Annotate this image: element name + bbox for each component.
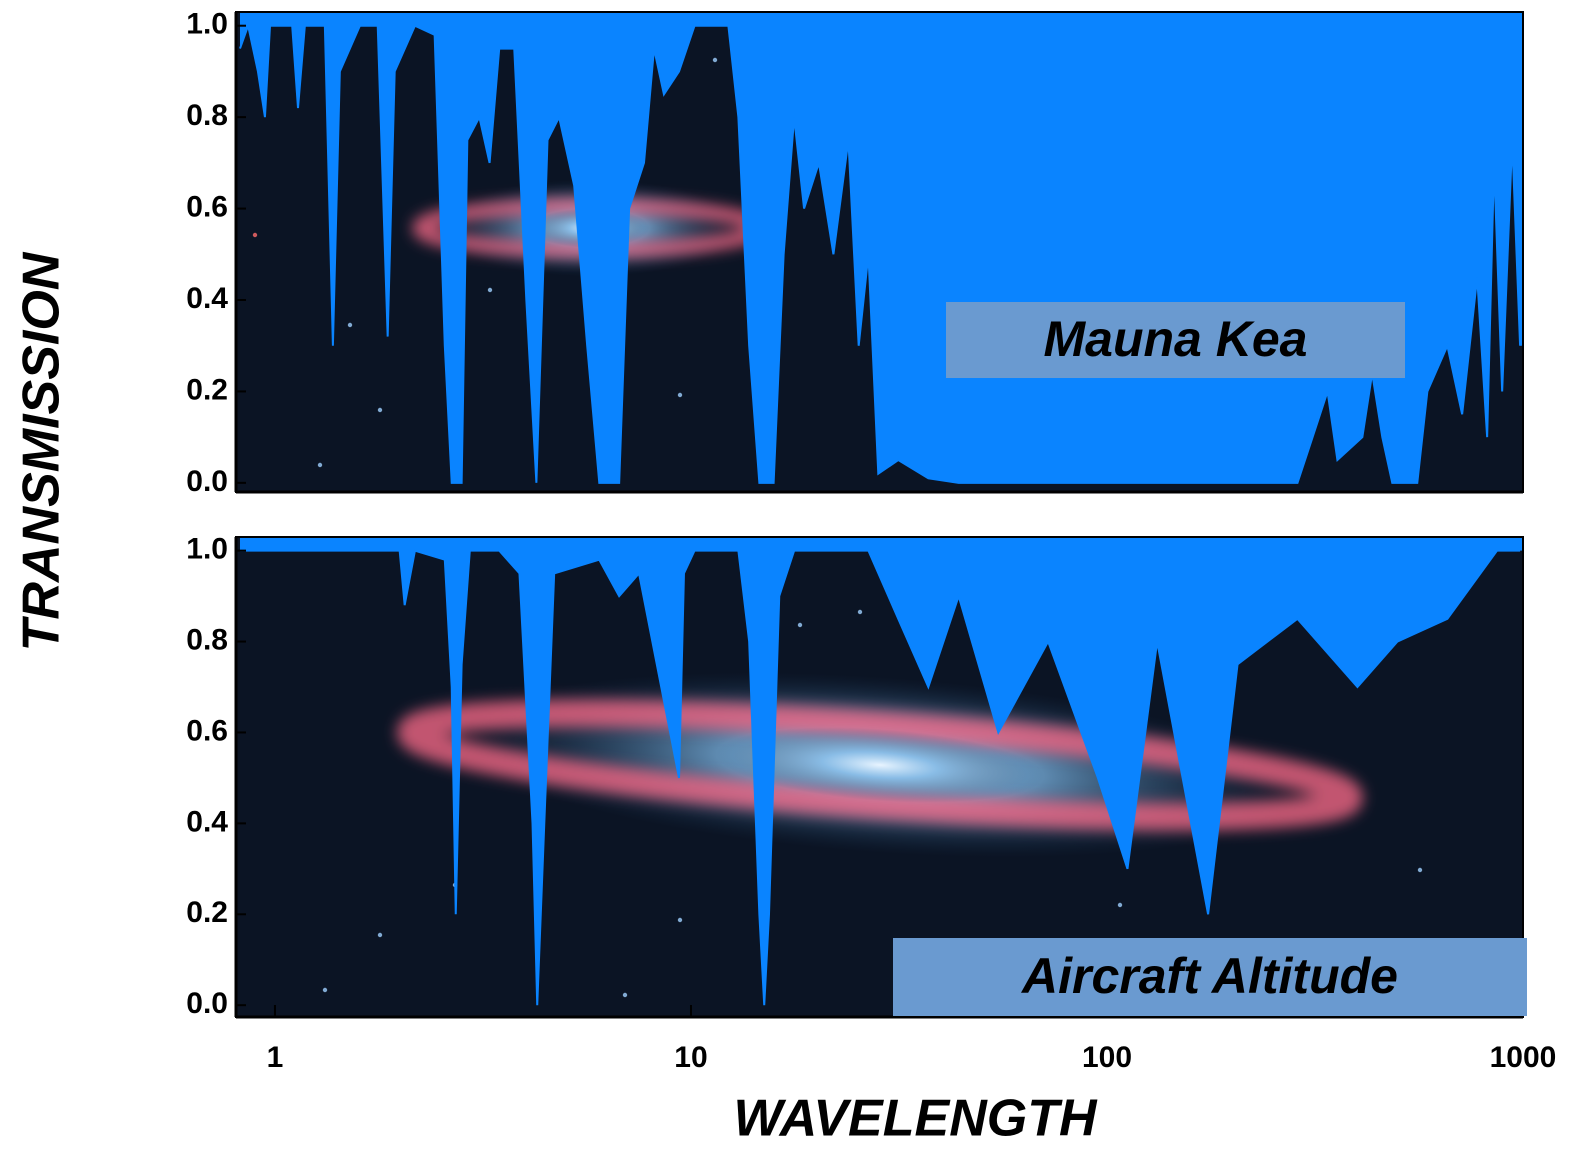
y-tick-label: 1.0 [186,8,228,41]
y-tick-label: 0.4 [186,282,228,315]
x-tick-label: 100 [1082,1041,1132,1074]
star [677,917,683,923]
panel [236,537,1523,1017]
star [622,992,628,998]
annotation-box [946,302,1405,378]
star [252,232,258,238]
transmission-curve [239,22,1522,484]
star [677,392,683,398]
y-tick-label: 0.6 [186,714,228,747]
star [857,609,863,615]
star [1117,902,1123,908]
y-tick-label: 0.6 [186,190,228,223]
galaxy-core [715,727,1045,803]
star [347,322,353,328]
annotation: Mauna Kea [1044,311,1308,367]
y-tick-label: 1.0 [186,533,228,566]
y-tick-label: 0.8 [186,99,228,132]
y-tick-label: 0.4 [186,805,228,838]
star [322,987,328,993]
transmission-fill [239,537,1523,1006]
star [317,462,323,468]
y-axis-title: TRANSMISSION [13,251,71,651]
y-tick-label: 0.2 [186,896,228,929]
x-tick-label: 10 [674,1041,707,1074]
y-tick-label: 0.0 [186,465,228,498]
transmission-curve [239,549,1521,1006]
x-axis-title: WAVELENGTH [733,1090,1097,1148]
star [797,622,803,628]
x-tick-label: 1000 [1490,1041,1557,1074]
annotation: Aircraft Altitude [1020,948,1398,1004]
panel [236,12,1523,492]
star [1417,867,1423,873]
star [712,57,718,63]
y-tick-label: 0.8 [186,623,228,656]
y-tick-label: 0.2 [186,373,228,406]
star [377,407,383,413]
galaxy-ring [397,699,1363,831]
star [377,932,383,938]
star [487,287,493,293]
x-tick-label: 1 [267,1041,284,1074]
y-tick-label: 0.0 [186,987,228,1020]
annotation-box [893,938,1527,1016]
